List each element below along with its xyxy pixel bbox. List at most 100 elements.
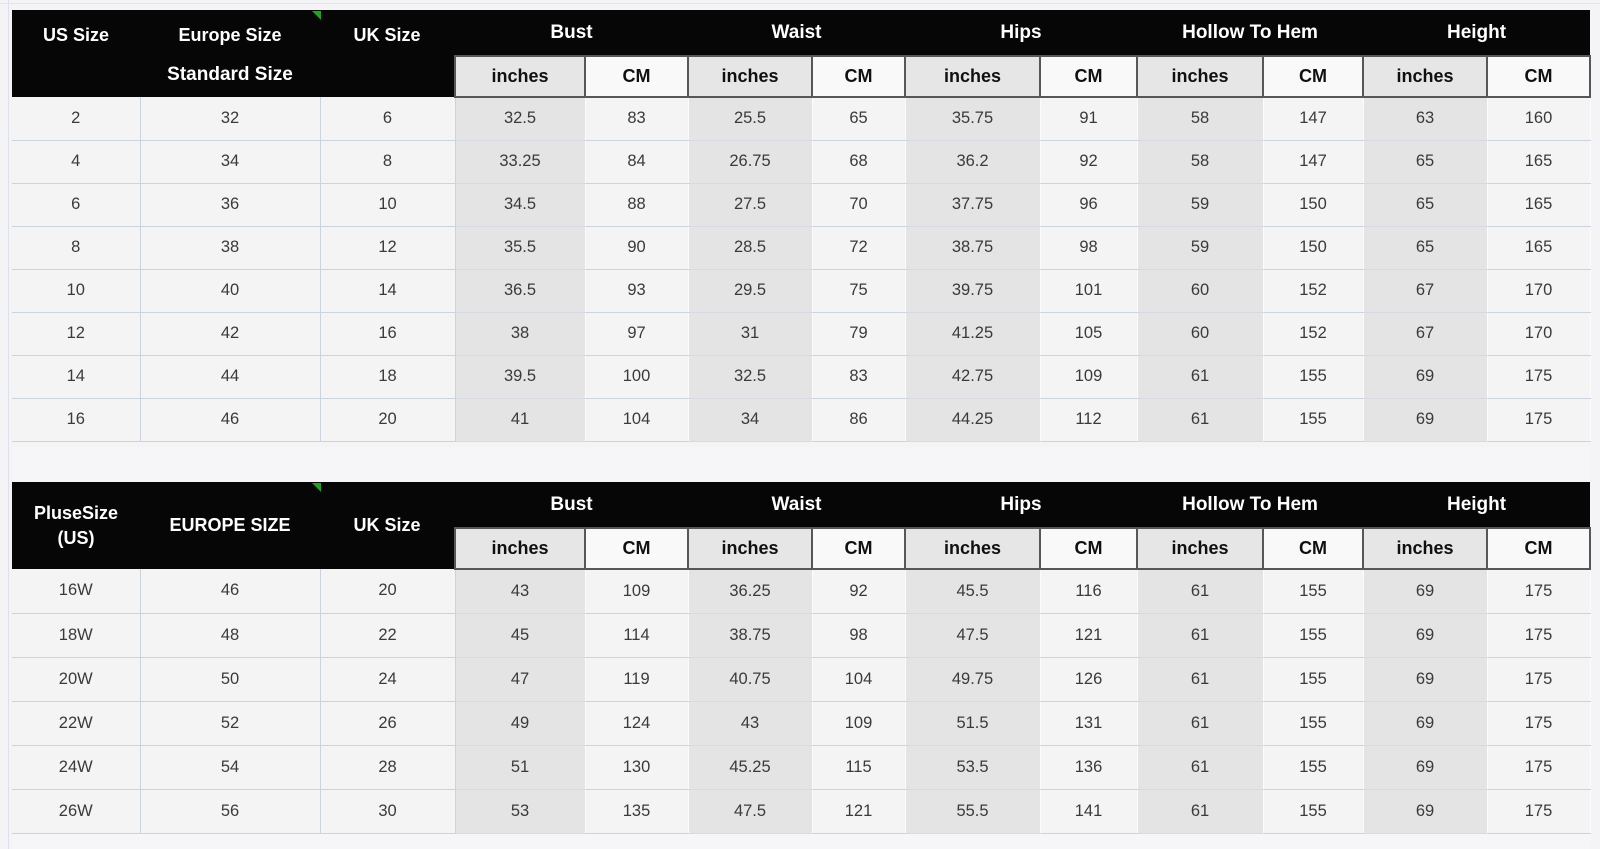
table-row: 8 38 12 35.5 90 28.5 72 38.75 98 59 150 65 165: [12, 226, 1591, 270]
measure-group-header: Bust: [455, 482, 689, 528]
data-cell: 60: [1137, 269, 1264, 313]
data-cell: 155: [1263, 701, 1364, 746]
data-cell: 6: [12, 183, 141, 227]
data-cell: 69: [1363, 613, 1488, 658]
standard-size-table: US Size Europe Size Standard Size UK Size Bu…: [12, 10, 1592, 442]
measure-group-header: Height: [1363, 10, 1591, 56]
data-cell: 38.75: [905, 226, 1041, 270]
data-cell: 40: [140, 269, 321, 313]
table-row: 4 34 8 33.25 84 26.75 68 36.2 92 58 147 65 165: [12, 140, 1591, 184]
table-row: 16W 46 20 43 109 36.25 92 45.5 116 61 155 69 175: [12, 569, 1591, 614]
data-cell: 31: [688, 312, 813, 356]
measure-group-header: Waist: [688, 482, 906, 528]
data-cell: 88: [585, 183, 689, 227]
data-cell: 155: [1263, 569, 1364, 614]
data-cell: 165: [1487, 140, 1591, 184]
unit-header: inches: [904, 55, 1042, 98]
data-cell: 46: [140, 569, 321, 614]
data-cell: 20: [320, 569, 456, 614]
data-cell: 54: [140, 745, 321, 790]
data-cell: 52: [140, 701, 321, 746]
size-column-header: Europe Size Standard Size: [140, 10, 320, 97]
table-separator: [12, 447, 1590, 483]
data-cell: 38: [140, 226, 321, 270]
data-cell: 49: [455, 701, 586, 746]
size-column-header: PluseSize (US): [12, 482, 140, 569]
data-cell: 69: [1363, 701, 1488, 746]
data-cell: 56: [140, 789, 321, 834]
data-cell: 16W: [12, 569, 141, 614]
data-cell: 83: [812, 355, 906, 399]
data-cell: 152: [1263, 312, 1364, 356]
data-cell: 8: [320, 140, 456, 184]
data-cell: 41.25: [905, 312, 1041, 356]
data-cell: 69: [1363, 569, 1488, 614]
data-cell: 91: [1040, 97, 1138, 141]
data-cell: 32.5: [688, 355, 813, 399]
data-cell: 98: [812, 613, 906, 658]
data-cell: 155: [1263, 745, 1364, 790]
data-cell: 104: [585, 398, 689, 442]
data-cell: 12: [12, 312, 141, 356]
data-cell: 44.25: [905, 398, 1041, 442]
data-cell: 47: [455, 657, 586, 702]
measure-group-header: Hips: [905, 482, 1138, 528]
data-cell: 39.5: [455, 355, 586, 399]
unit-header: CM: [1262, 55, 1365, 98]
data-cell: 61: [1137, 657, 1264, 702]
measure-group-header: Bust: [455, 10, 689, 56]
data-cell: 24W: [12, 745, 141, 790]
data-cell: 155: [1263, 657, 1364, 702]
data-cell: 45.25: [688, 745, 813, 790]
data-cell: 131: [1040, 701, 1138, 746]
data-cell: 16: [12, 398, 141, 442]
data-cell: 112: [1040, 398, 1138, 442]
data-cell: 92: [1040, 140, 1138, 184]
data-cell: 18: [320, 355, 456, 399]
data-cell: 92: [812, 569, 906, 614]
data-cell: 14: [320, 269, 456, 313]
data-cell: 26.75: [688, 140, 813, 184]
data-cell: 37.75: [905, 183, 1041, 227]
data-cell: 98: [1040, 226, 1138, 270]
data-cell: 69: [1363, 398, 1488, 442]
data-cell: 155: [1263, 613, 1364, 658]
unit-header: inches: [687, 527, 814, 570]
unit-header: CM: [583, 55, 690, 98]
data-cell: 61: [1137, 613, 1264, 658]
data-cell: 70: [812, 183, 906, 227]
data-cell: 175: [1487, 569, 1591, 614]
data-cell: 109: [812, 701, 906, 746]
data-cell: 63: [1363, 97, 1488, 141]
data-cell: 100: [585, 355, 689, 399]
data-cell: 20W: [12, 657, 141, 702]
data-cell: 160: [1487, 97, 1591, 141]
data-cell: 16: [320, 312, 456, 356]
data-cell: 152: [1263, 269, 1364, 313]
unit-header: CM: [811, 55, 907, 98]
data-cell: 35.5: [455, 226, 586, 270]
measure-group-header: Waist: [688, 10, 906, 56]
data-cell: 65: [1363, 183, 1488, 227]
unit-header: inches: [454, 527, 586, 570]
table-row: 10 40 14 36.5 93 29.5 75 39.75 101 60 152 67 170: [12, 269, 1591, 313]
data-cell: 46: [140, 398, 321, 442]
unit-header: inches: [904, 527, 1042, 570]
data-cell: 48: [140, 613, 321, 658]
data-cell: 39.75: [905, 269, 1041, 313]
data-cell: 47.5: [688, 789, 813, 834]
table-row: 26W 56 30 53 135 47.5 121 55.5 141 61 155 69 175: [12, 789, 1591, 834]
data-cell: 36.2: [905, 140, 1041, 184]
data-cell: 72: [812, 226, 906, 270]
data-cell: 69: [1363, 355, 1488, 399]
table-row: 12 42 16 38 97 31 79 41.25 105 60 152 67 170: [12, 312, 1591, 356]
table-row: 18W 48 22 45 114 38.75 98 47.5 121 61 155 69 175: [12, 613, 1591, 658]
green-corner-marker-icon: [312, 483, 321, 492]
data-cell: 150: [1263, 226, 1364, 270]
data-cell: 116: [1040, 569, 1138, 614]
data-cell: 22: [320, 613, 456, 658]
data-cell: 51: [455, 745, 586, 790]
measure-group-header: Hollow To Hem: [1137, 10, 1364, 56]
data-cell: 119: [585, 657, 689, 702]
unit-header: inches: [454, 55, 586, 98]
